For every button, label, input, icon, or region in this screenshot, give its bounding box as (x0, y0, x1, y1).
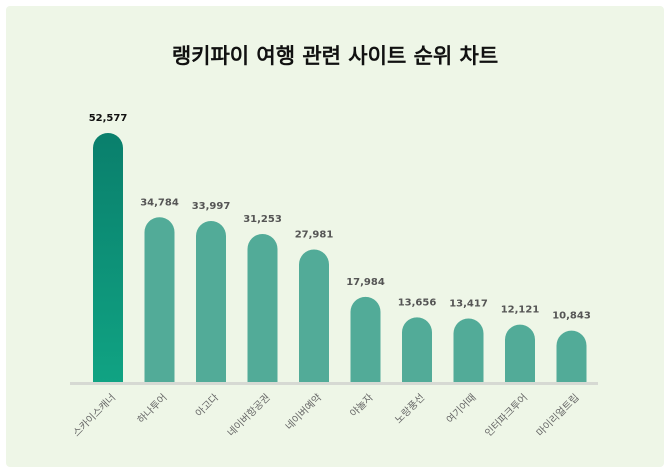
data-label: 12,121 (501, 305, 540, 316)
bar (453, 318, 484, 382)
bar (93, 133, 123, 382)
x-tick-label: 아고다 (193, 392, 221, 420)
x-tick-label: 하나투어 (134, 391, 169, 426)
bar (350, 296, 381, 382)
bar (402, 317, 432, 382)
x-tick-label: 인터파크투어 (483, 392, 531, 440)
x-tick-label: 스카이스캐너 (71, 392, 119, 440)
data-label: 17,984 (346, 277, 385, 288)
x-tick-label: 노랑풍선 (393, 392, 428, 427)
chart-title: 랭키파이 여행 관련 사이트 순위 차트 (171, 44, 499, 68)
data-label: 10,843 (552, 311, 591, 322)
x-tick-label: 네이버예약 (283, 392, 324, 433)
x-tick-label: 야놀자 (348, 392, 376, 420)
bar (247, 233, 278, 382)
data-label: 31,253 (243, 214, 282, 225)
bar (144, 217, 175, 382)
x-tick-label: 여기어때 (444, 392, 479, 427)
data-label: 13,656 (398, 297, 437, 308)
x-tick-label: 네이버항공권 (225, 392, 273, 440)
bar (556, 330, 587, 382)
data-label: 33,997 (192, 201, 231, 212)
bar (299, 249, 329, 382)
data-label: 34,784 (140, 197, 179, 208)
x-tick-label: 마이리얼트립 (533, 391, 581, 439)
bar (505, 324, 535, 382)
bar (196, 220, 226, 382)
data-label: 52,577 (89, 113, 128, 124)
x-axis-line (70, 382, 598, 385)
data-label: 27,981 (295, 229, 334, 240)
data-label: 13,417 (449, 298, 488, 309)
